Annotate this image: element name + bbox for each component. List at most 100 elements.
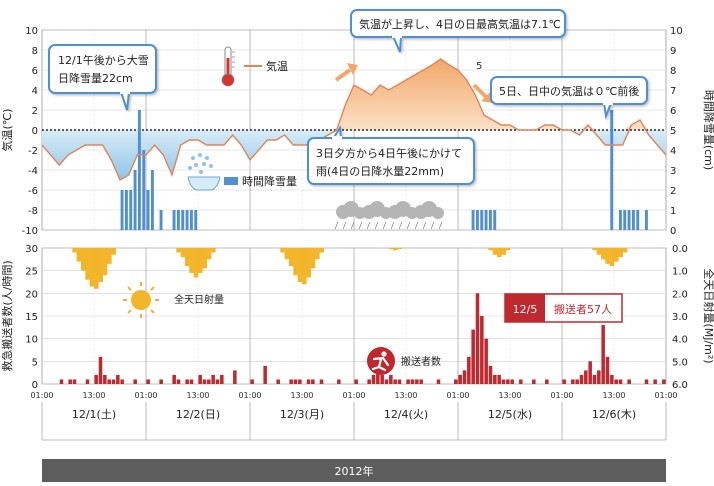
transport-tick-label: 10 [25, 335, 38, 346]
snowfall-bar [189, 210, 193, 230]
solar-bar [211, 248, 216, 253]
transport-bar [98, 356, 103, 384]
snowfall-bar [133, 170, 137, 230]
snowfall-bar [484, 210, 488, 230]
snowfall-bar [618, 210, 622, 230]
temperature-series-line [41, 58, 667, 181]
transport-bar [376, 370, 380, 384]
solar-bar [310, 248, 316, 269]
solar-tick-label: 1.0 [672, 267, 688, 278]
solar-bar [89, 248, 95, 287]
snowfall-bar [124, 190, 128, 230]
transport-bar [207, 379, 211, 384]
solar-bar [302, 248, 307, 285]
transport-bar [532, 379, 536, 384]
transport-bar [146, 379, 150, 384]
solar-bar [85, 248, 90, 280]
snowfall-bar [159, 210, 163, 230]
solar-bar [497, 248, 502, 258]
snowfall-axis-title: 時間降雪量(cm) [702, 90, 714, 170]
callout-rain-line1: 3日夕方から4日午後にかけて [316, 146, 462, 160]
x-tick-label: 01:00 [238, 391, 261, 400]
transport-bar [519, 379, 523, 384]
transport-bar [59, 379, 64, 384]
stray-label: 5 [476, 61, 482, 72]
transport-bar [311, 379, 315, 384]
rain-cloud-icon [334, 201, 444, 230]
transport-bar [68, 379, 72, 384]
solar-bar [76, 248, 82, 262]
snowfall-bar [488, 210, 492, 230]
snowfall-bar [129, 190, 133, 230]
solar-bar [185, 248, 190, 267]
solar-bar [284, 248, 290, 260]
x-tick-label: 01:00 [550, 391, 573, 400]
transport-bar [367, 379, 371, 384]
transport-bar [189, 379, 194, 384]
transport-bar [380, 374, 384, 384]
transport-bar [202, 379, 207, 384]
transport-bar [475, 293, 480, 384]
snowfall-tick-label: 4 [670, 146, 676, 157]
solar-bar [98, 248, 103, 282]
solar-bar [319, 248, 324, 253]
solar-tick-label: 3.0 [672, 312, 688, 323]
x-tick-label: 01:00 [654, 391, 677, 400]
solar-bar [176, 248, 181, 253]
solar-bar [280, 248, 285, 253]
temperature-warm-area [42, 59, 666, 130]
transport-axis-title: 救急搬送者数(人/時間) [0, 260, 14, 371]
x-tick-label: 01:00 [30, 391, 53, 400]
snowfall-bar [181, 210, 185, 230]
transport-bar [601, 325, 605, 384]
year-label: 2012年 [335, 464, 374, 478]
transport-bar [176, 379, 181, 384]
transport-bar [293, 379, 298, 384]
temperature-tick-label: 2 [32, 106, 38, 117]
snow-gauge-icon [187, 153, 221, 191]
transport-bar [592, 374, 597, 384]
solar-bar [501, 248, 506, 255]
transport-bar [406, 379, 410, 384]
solar-bar [315, 248, 320, 260]
thermometer-icon [221, 46, 235, 87]
snowfall-tick-label: 6 [670, 106, 676, 117]
transport-bar [415, 379, 419, 384]
transport-bar [198, 374, 202, 384]
snowfall-legend-swatch [224, 177, 238, 185]
solar-bar [206, 248, 212, 260]
x-axis-day-labels: 12/1(土) 12/2(日) 12/3(月) 12/4(火) 12/5(水) 12/6(… [41, 402, 667, 441]
transport-bar [250, 379, 254, 384]
transport-bar [627, 379, 631, 384]
snowfall-bar [185, 210, 189, 230]
x-tick-label: 01:00 [446, 391, 469, 400]
solar-bar [393, 248, 398, 251]
temperature-tick-label: -2 [28, 146, 38, 157]
solar-tick-label: 4.0 [672, 335, 688, 346]
transport-bar [454, 379, 458, 384]
snowfall-legend-label: 時間降雪量 [242, 174, 297, 188]
transport-bar [298, 379, 302, 384]
transport-bar [584, 370, 588, 384]
falling-arrow-icon [472, 83, 492, 103]
solar-bar [293, 248, 298, 276]
solar-bar [614, 248, 619, 262]
solar-tick-label: 6.0 [672, 380, 688, 391]
rising-arrow-icon [334, 63, 358, 82]
transport-tick-label: 15 [25, 312, 38, 323]
transport-bar [371, 374, 376, 384]
transport-bar [72, 379, 77, 384]
solar-bar [102, 248, 108, 276]
solar-bar [72, 248, 77, 253]
solar-bar [202, 248, 207, 269]
solar-axis-ticks: 0.0 1.0 2.0 3.0 4.0 5.0 6.0 [672, 244, 688, 391]
transport-tick-label: 20 [25, 289, 38, 300]
temperature-cold-area [42, 130, 666, 180]
x-tick-label: 13:00 [394, 391, 417, 400]
callout-zero-degrees [490, 76, 648, 120]
transport-axis-ticks: 30 25 20 15 10 5 0 [25, 244, 38, 391]
transport-bar [562, 379, 566, 384]
x-tick-label: 01:00 [134, 391, 157, 400]
temperature-legend-label: 気温 [266, 59, 288, 73]
transport-bar [471, 329, 475, 384]
